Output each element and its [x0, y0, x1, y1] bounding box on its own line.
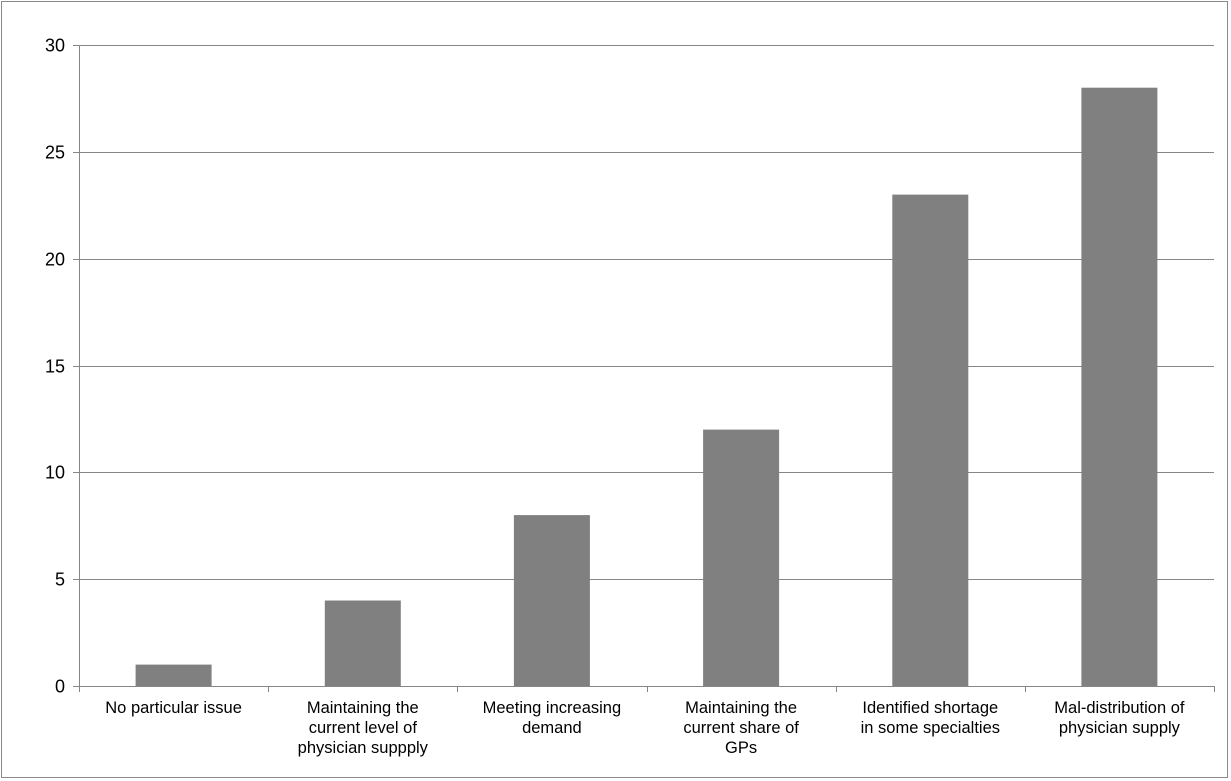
x-category-label: Maintaining the current share of GPs: [683, 699, 799, 757]
x-category-label: Identified shortage in some specialties: [861, 699, 1000, 737]
bar: [1081, 87, 1158, 686]
x-category-label: Maintaining the current level of physician…: [298, 699, 429, 757]
y-tick-label: 10: [45, 463, 65, 483]
y-tick-label: 25: [45, 143, 65, 163]
bar: [703, 429, 780, 686]
bar: [892, 194, 969, 686]
bar: [324, 600, 401, 686]
y-tick-label: 5: [55, 570, 65, 590]
y-tick-label: 15: [45, 357, 65, 377]
y-tick-label: 30: [45, 36, 65, 56]
y-tick-label: 20: [45, 250, 65, 270]
x-category-label: Meeting increasing demand: [483, 699, 622, 737]
bar: [135, 664, 212, 686]
x-category-label: No particular issue: [105, 699, 242, 717]
y-tick-label: 0: [55, 677, 65, 697]
bar: [513, 515, 590, 686]
x-category-label: Mal-distribution of physician supply: [1054, 699, 1185, 737]
